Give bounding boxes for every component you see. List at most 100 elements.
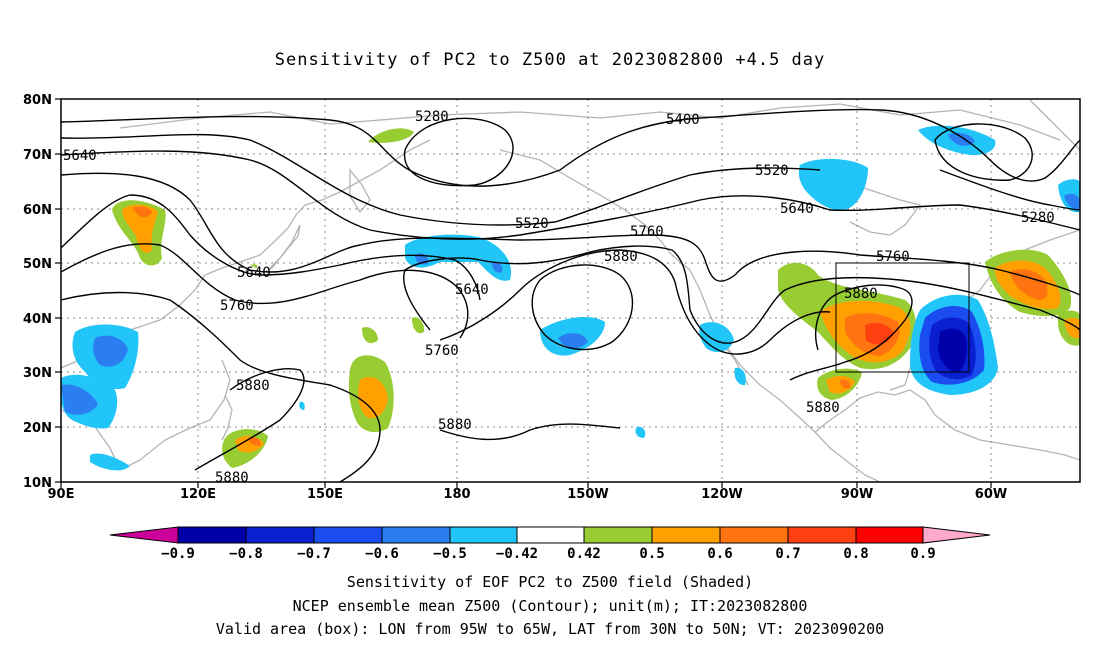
tick-marks — [55, 98, 992, 488]
coastline-philippines — [221, 394, 233, 441]
lon-label: 150W — [567, 487, 608, 502]
colorbar-tick: 0.7 — [775, 546, 800, 562]
shade-negative-western-atlantic — [910, 294, 998, 395]
colorbar-cell — [651, 526, 721, 544]
contour-label: 5880 — [236, 378, 270, 394]
colorbar-cell — [787, 526, 857, 544]
colorbar-tick: −0.42 — [496, 546, 538, 562]
colorbar-tick: −0.6 — [365, 546, 399, 562]
contour-5520-a — [61, 133, 821, 226]
caption-shading: Sensitivity of EOF PC2 to Z500 field (Sh… — [346, 573, 754, 591]
contour-5400 — [61, 108, 1080, 187]
contour-5880-east — [789, 284, 913, 381]
colorbar — [109, 526, 991, 544]
colorbar-cell — [245, 526, 315, 544]
contour-5880-pacific-high — [531, 264, 634, 351]
sensitivity-shading — [61, 125, 1080, 471]
colorbar-cell — [855, 526, 924, 544]
lon-label: 180 — [443, 487, 470, 502]
coastline-central-america — [814, 431, 881, 482]
contour-label: 5880 — [604, 249, 638, 265]
contour-label: 5280 — [1021, 210, 1055, 226]
contour-labels: 5280 5400 5640 5520 5640 5760 5520 5640 … — [63, 109, 1055, 486]
contour-label: 5880 — [844, 286, 878, 302]
colorbar-cell — [449, 526, 518, 544]
lat-label: 20N — [23, 421, 52, 436]
contour-5280-atlantic — [939, 169, 1080, 211]
shade-positive-north-america — [778, 262, 916, 400]
contour-label: 5640 — [237, 265, 271, 281]
lon-label: 120W — [701, 487, 742, 502]
shade-positive-philippines — [222, 429, 268, 468]
lat-lon-grid — [61, 99, 1080, 482]
lat-label: 70N — [23, 148, 52, 163]
valid-area-box — [835, 262, 970, 373]
coastline-hudson — [839, 179, 922, 236]
lat-label: 50N — [23, 257, 52, 272]
colorbar-cell — [583, 526, 653, 544]
colorbar-tick: 0.6 — [707, 546, 732, 562]
lat-label: 30N — [23, 366, 52, 381]
shade-positive-central-asia — [112, 200, 166, 266]
plot-title: Sensitivity of PC2 to Z500 at 2023082800… — [274, 50, 826, 70]
coastline-asia-south — [61, 359, 231, 471]
lon-label: 150E — [307, 487, 343, 502]
lat-label: 40N — [23, 312, 52, 327]
contour-5880-south — [439, 249, 831, 355]
shade-negative-hudson-bay — [798, 125, 1080, 213]
lon-label: 90W — [841, 487, 873, 502]
shade-positive-greenland-sea — [368, 128, 414, 143]
coastline-arctic — [119, 103, 1061, 141]
contour-label: 5880 — [806, 400, 840, 416]
contour-5760-west — [61, 243, 469, 339]
colorbar-tick: −0.8 — [229, 546, 263, 562]
lat-label: 10N — [23, 476, 52, 491]
contour-label: 5880 — [438, 417, 472, 433]
colorbar-cell — [516, 526, 585, 544]
contour-label: 5640 — [455, 282, 489, 298]
lon-label: 90E — [48, 487, 75, 502]
contour-5640-north — [61, 150, 1080, 240]
lat-label: 80N — [23, 93, 52, 108]
contour-label: 5880 — [215, 470, 249, 486]
plot-frame — [60, 98, 1081, 483]
contour-label: 5640 — [63, 148, 97, 164]
colorbar-cell — [922, 526, 991, 544]
contour-label: 5760 — [220, 298, 254, 314]
colorbar-cell — [109, 526, 179, 544]
contour-5280-east — [934, 123, 1033, 181]
coastline-kamchatka — [349, 168, 371, 214]
coastlines — [61, 99, 1080, 482]
lat-labels: 80N 70N 60N 50N 40N 30N 20N 10N — [23, 93, 52, 491]
colorbar-tick: 0.5 — [639, 546, 664, 562]
contour-label: 5640 — [780, 201, 814, 217]
colorbar-tick: −0.7 — [297, 546, 331, 562]
colorbar-cell — [719, 526, 789, 544]
coastline-greenland — [1029, 99, 1080, 151]
lon-labels: 90E 120E 150E 180 150W 120W 90W 60W — [48, 487, 1008, 502]
contour-5760-pacific — [403, 245, 1080, 344]
z500-contours — [61, 108, 1080, 482]
contour-label: 5760 — [630, 224, 664, 240]
colorbar-tick: 0.42 — [567, 546, 601, 562]
contour-label: 5760 — [425, 343, 459, 359]
caption-contour: NCEP ensemble mean Z500 (Contour); unit(… — [292, 597, 808, 615]
shade-negative-north-pacific — [250, 234, 746, 438]
shade-positive-western-pacific — [348, 317, 425, 433]
colorbar-tick: 0.8 — [843, 546, 868, 562]
contour-label: 5760 — [876, 249, 910, 265]
colorbar-tick: −0.5 — [433, 546, 467, 562]
lat-label: 60N — [23, 203, 52, 218]
coastline-caribbean — [934, 414, 1080, 461]
shade-negative-china — [61, 324, 139, 471]
contour-5640-west — [61, 194, 481, 301]
lon-label: 60W — [975, 487, 1007, 502]
contour-label: 5520 — [755, 163, 789, 179]
contour-label: 5400 — [666, 112, 700, 128]
colorbar-cell — [313, 526, 383, 544]
coastline-gulf — [814, 389, 936, 433]
colorbar-tick: −0.9 — [161, 546, 195, 562]
contour-5280-polar-low — [404, 117, 514, 187]
shade-positive-north-atlantic — [985, 249, 1080, 346]
